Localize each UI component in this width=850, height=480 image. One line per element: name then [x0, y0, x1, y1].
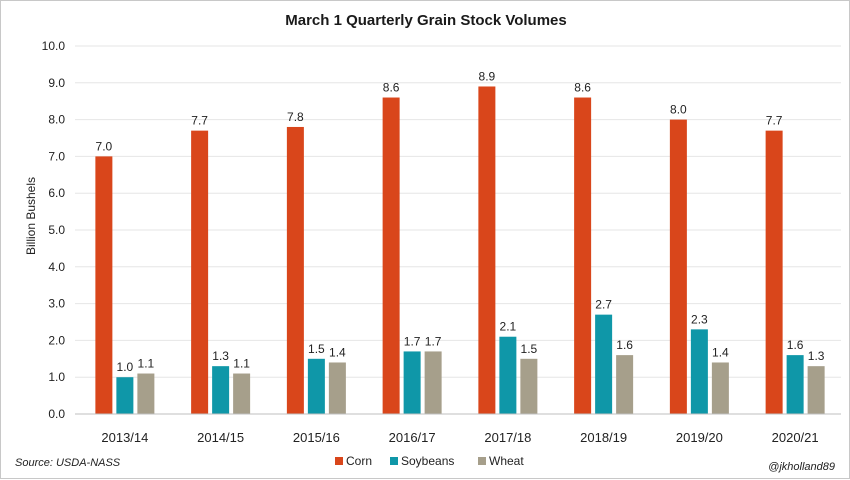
y-tick-label: 9.0	[48, 76, 65, 90]
bars	[95, 86, 825, 415]
data-label-corn: 8.6	[383, 81, 400, 95]
data-label-soybeans: 1.7	[404, 334, 421, 348]
y-tick-label: 0.0	[48, 407, 65, 421]
bar-wheat-3	[424, 351, 442, 414]
x-tick-label: 2019/20	[676, 430, 723, 445]
bar-soybeans-6	[690, 329, 708, 414]
bar-wheat-2	[328, 362, 346, 414]
bar-soybeans-2	[307, 358, 325, 414]
data-label-wheat: 1.3	[808, 349, 825, 363]
bar-soybeans-3	[403, 351, 421, 414]
x-tick-label: 2015/16	[293, 430, 340, 445]
y-tick-label: 6.0	[48, 186, 65, 200]
data-label-corn: 8.9	[479, 69, 496, 83]
data-label-corn: 8.0	[670, 103, 687, 117]
data-label-wheat: 1.1	[233, 357, 250, 371]
legend-swatch-wheat	[478, 457, 486, 465]
bar-corn-3	[382, 97, 400, 415]
source-note: Source: USDA-NASS	[15, 457, 121, 469]
x-tick-label: 2016/17	[389, 430, 436, 445]
credit-note: @jkholland89	[768, 461, 835, 473]
x-axis-categories: 2013/14 2014/15 2015/16 2016/17 2017/18 2018/…	[101, 430, 818, 445]
bar-soybeans-0	[116, 377, 134, 414]
bar-corn-2	[286, 126, 304, 415]
y-tick-label: 10.0	[42, 39, 66, 53]
bar-soybeans-7	[786, 355, 804, 414]
data-label-wheat: 1.5	[521, 342, 538, 356]
data-label-soybeans: 2.7	[595, 298, 612, 312]
y-tick-label: 7.0	[48, 149, 65, 163]
data-label-corn: 7.7	[191, 114, 208, 128]
y-tick-label: 8.0	[48, 113, 65, 127]
legend-label-soybeans: Soybeans	[401, 454, 454, 468]
legend-swatch-soybeans	[390, 457, 398, 465]
legend: Corn Soybeans Wheat	[335, 454, 524, 468]
y-tick-label: 5.0	[48, 223, 65, 237]
y-axis-ticks: 0.0 1.0 2.0 3.0 4.0 5.0 6.0 7.0 8.0 9.0 10.0	[42, 39, 66, 421]
data-label-wheat: 1.6	[616, 338, 633, 352]
data-label-soybeans: 1.0	[117, 360, 134, 374]
bar-corn-4	[478, 86, 496, 414]
bar-wheat-6	[711, 362, 729, 414]
data-label-soybeans: 1.3	[212, 349, 229, 363]
y-tick-label: 2.0	[48, 333, 65, 347]
legend-label-wheat: Wheat	[489, 454, 524, 468]
x-tick-label: 2020/21	[772, 430, 819, 445]
bar-corn-0	[95, 156, 113, 414]
data-label-corn: 7.7	[766, 114, 783, 128]
data-label-soybeans: 1.5	[308, 342, 325, 356]
gridlines	[75, 45, 841, 378]
legend-label-corn: Corn	[346, 454, 372, 468]
data-label-wheat: 1.1	[138, 357, 155, 371]
data-label-soybeans: 1.6	[787, 338, 804, 352]
bar-soybeans-4	[499, 336, 517, 414]
x-tick-label: 2018/19	[580, 430, 627, 445]
bar-wheat-5	[616, 355, 634, 414]
y-tick-label: 1.0	[48, 370, 65, 384]
data-label-corn: 7.0	[96, 139, 113, 153]
x-tick-label: 2013/14	[101, 430, 148, 445]
bar-soybeans-1	[212, 366, 230, 414]
bar-corn-7	[765, 130, 783, 414]
data-label-wheat: 1.7	[425, 334, 442, 348]
bar-corn-5	[574, 97, 592, 415]
bar-wheat-0	[137, 373, 155, 414]
bar-corn-1	[191, 130, 209, 414]
data-label-wheat: 1.4	[329, 345, 346, 359]
data-label-soybeans: 2.3	[691, 312, 708, 326]
y-tick-label: 4.0	[48, 260, 65, 274]
legend-swatch-corn	[335, 457, 343, 465]
bar-wheat-7	[807, 366, 825, 414]
y-tick-label: 3.0	[48, 297, 65, 311]
data-label-wheat: 1.4	[712, 345, 729, 359]
y-axis-label: Billion Bushels	[24, 177, 38, 255]
data-label-corn: 7.8	[287, 110, 304, 124]
data-label-corn: 8.6	[574, 81, 591, 95]
data-labels: 7.0 1.0 1.1 7.7 1.3 1.1 7.8 1.5 1.4 8.6 1.7 1.7 8.9 2…	[96, 69, 825, 374]
data-label-soybeans: 2.1	[500, 320, 517, 334]
bar-wheat-4	[520, 358, 538, 414]
chart-title: March 1 Quarterly Grain Stock Volumes	[285, 12, 566, 29]
bar-corn-6	[669, 119, 687, 414]
x-tick-label: 2014/15	[197, 430, 244, 445]
bar-wheat-1	[233, 373, 251, 414]
bar-soybeans-5	[595, 314, 613, 414]
x-tick-label: 2017/18	[484, 430, 531, 445]
